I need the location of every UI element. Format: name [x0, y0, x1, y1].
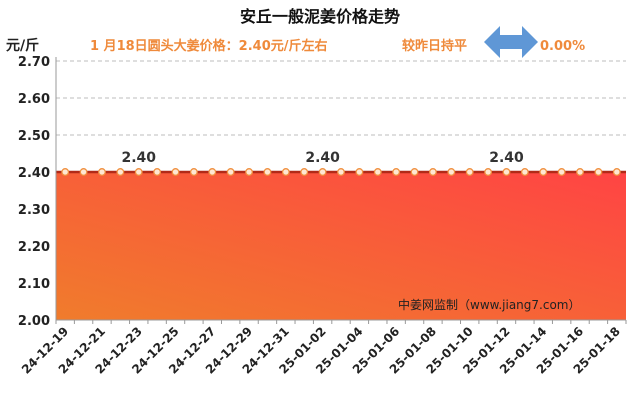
data-point — [465, 168, 474, 176]
data-point — [171, 168, 180, 176]
y-tick-label: 2.60 — [18, 92, 50, 107]
data-point — [539, 168, 548, 176]
data-point — [300, 168, 309, 176]
trend-note: 较昨日持平 — [402, 38, 467, 54]
data-point — [116, 168, 125, 176]
data-point — [392, 168, 401, 176]
price-area — [56, 172, 626, 320]
data-point — [226, 168, 235, 176]
data-point — [428, 168, 437, 176]
data-point — [134, 168, 143, 176]
data-point — [576, 168, 584, 176]
data-point — [410, 168, 419, 176]
data-point — [245, 168, 254, 176]
data-point — [79, 168, 88, 176]
data-point — [61, 168, 70, 176]
data-point — [208, 168, 217, 176]
data-label: 2.40 — [489, 150, 524, 166]
data-label: 2.40 — [121, 150, 156, 166]
y-tick-label: 2.70 — [18, 55, 50, 70]
data-point — [484, 168, 493, 176]
y-tick-label: 2.50 — [18, 129, 50, 144]
data-point — [189, 168, 198, 176]
data-point — [373, 168, 382, 176]
x-tick-labels: 24-12-1924-12-2124-12-2324-12-2524-12-27… — [19, 324, 623, 376]
double-arrow-icon — [484, 26, 538, 58]
y-tick-label: 2.00 — [18, 314, 50, 329]
chart-title: 安丘一般泥姜价格走势 — [240, 7, 400, 26]
data-point — [502, 168, 511, 176]
y-tick-label: 2.20 — [18, 240, 50, 255]
data-point — [281, 168, 290, 176]
data-point — [355, 168, 364, 176]
data-point — [337, 168, 345, 176]
data-point — [447, 168, 456, 176]
change-percent: 0.00% — [540, 39, 585, 54]
data-point — [318, 168, 327, 176]
data-markers — [61, 168, 621, 176]
data-point — [557, 168, 566, 176]
axes — [55, 57, 627, 324]
data-point — [520, 168, 529, 176]
data-point — [98, 168, 106, 176]
price-note: 1 月18日圆头大姜价格：2.40元/斤左右 — [90, 38, 328, 54]
y-tick-label: 2.30 — [18, 203, 50, 218]
y-tick-label: 2.10 — [18, 277, 50, 292]
y-axis-unit-label: 元/斤 — [6, 37, 39, 54]
data-point — [594, 168, 603, 176]
data-point — [263, 168, 272, 176]
watermark: 中姜网监制（www.jiang7.com） — [398, 297, 580, 312]
data-labels: 2.40 2.40 2.40 — [121, 150, 524, 166]
data-label: 2.40 — [305, 150, 340, 166]
data-point — [153, 168, 162, 176]
y-tick-label: 2.40 — [18, 166, 50, 181]
data-point — [612, 168, 621, 176]
y-tick-labels: 2.00 2.10 2.20 2.30 2.40 2.50 2.60 2.70 — [18, 55, 50, 329]
